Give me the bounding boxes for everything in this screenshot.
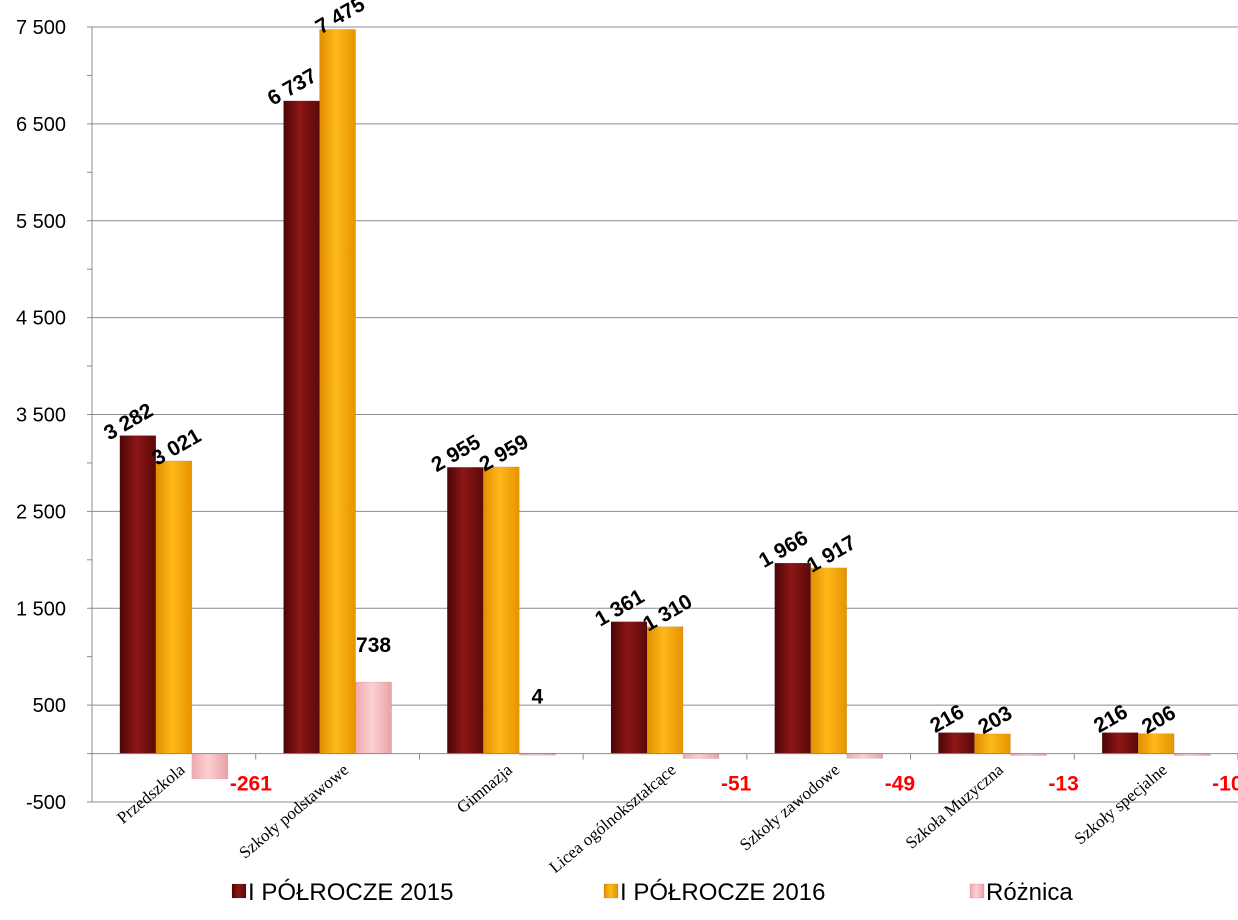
y-tick-label: 3 500: [16, 405, 66, 427]
x-tick-label: Szkoła Muzyczna: [902, 760, 1007, 853]
bar-2015: [938, 732, 975, 754]
bar-2016: [483, 466, 520, 754]
bar-2016: [974, 733, 1011, 754]
data-label: 206: [1138, 701, 1180, 738]
data-label: 216: [926, 700, 968, 737]
bar-2015: [1101, 732, 1139, 754]
legend-swatch: [969, 883, 985, 899]
x-tick-label: Szkoły specjalne: [1071, 760, 1171, 848]
data-label-diff: -13: [1048, 773, 1078, 796]
data-label-diff: 4: [531, 686, 543, 709]
bar-roznica: [682, 753, 720, 759]
legend-label: Różnica: [986, 879, 1073, 906]
legend-label: I PÓŁROCZE 2015: [248, 879, 453, 906]
y-tick-label: 2 500: [16, 501, 66, 523]
bar-2016: [646, 626, 684, 754]
legend-label: I PÓŁROCZE 2016: [620, 879, 825, 906]
gridlines: [92, 26, 1238, 803]
x-tick-label: Szkoły zawodowe: [736, 760, 843, 854]
bar-roznica: [355, 681, 392, 754]
y-tick-label: 5 500: [16, 211, 66, 233]
data-label-diff: 738: [356, 634, 391, 657]
bar-roznica: [846, 753, 883, 759]
bar-roznica: [191, 753, 229, 780]
bar-2016: [319, 29, 356, 754]
legend-swatch: [603, 883, 619, 899]
bar-2016: [1137, 733, 1175, 754]
x-tick-label: Licea ogólnokształcące: [546, 760, 680, 877]
y-tick-label: 1 500: [16, 598, 66, 620]
bar-2015: [119, 435, 157, 754]
x-tick-label: Przedszkola: [113, 760, 188, 828]
bar-2016: [810, 567, 847, 754]
bars: [119, 29, 1211, 780]
data-label-diff: -49: [885, 773, 915, 796]
legend: I PÓŁROCZE 2015 I PÓŁROCZE 2016 Różnica: [231, 879, 1073, 906]
x-tick-label: Gimnazja: [453, 760, 516, 817]
y-tick-label: 6 500: [16, 114, 66, 136]
data-label: 203: [974, 702, 1016, 739]
bar-2015: [774, 562, 811, 754]
y-tick-label: 500: [33, 695, 66, 717]
bar-2016: [155, 460, 193, 754]
y-tick-label: 7 500: [16, 17, 66, 39]
data-label-diff: -261: [230, 773, 272, 796]
y-axis: -500 500 1 500 2 500 3 500 4 500 5 500 6 500 7 5…: [16, 17, 93, 814]
legend-swatch: [231, 883, 247, 899]
bar-2015: [447, 467, 484, 754]
data-label-diff: -10: [1212, 773, 1238, 796]
data-label: 216: [1090, 700, 1132, 737]
data-label-diff: -51: [721, 773, 752, 796]
y-tick-label: 4 500: [16, 308, 66, 330]
bar-2015: [283, 100, 320, 754]
y-tick-label: -500: [26, 792, 66, 814]
bar-2015: [610, 621, 648, 754]
